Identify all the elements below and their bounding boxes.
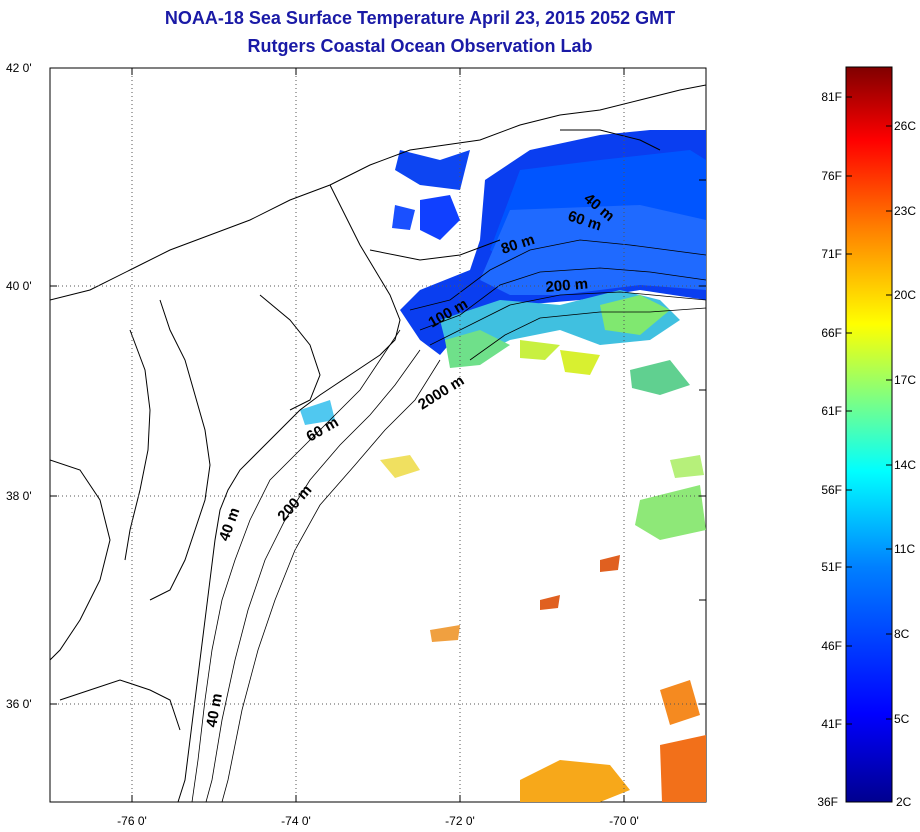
sst-warm-gulf-stream	[520, 680, 706, 802]
cbar-c-label: 2C	[896, 795, 912, 809]
colorbar	[845, 66, 893, 803]
map-subtitle: Rutgers Coastal Ocean Observation Lab	[247, 36, 593, 56]
cbar-f-label: 81F	[821, 90, 842, 104]
colorbar-f-labels: 81F 76F 71F 66F 61F 56F 51F 46F 41F 36F	[817, 90, 842, 809]
cbar-c-label: 8C	[894, 627, 910, 641]
cbar-c-label: 23C	[894, 204, 916, 218]
cbar-f-label: 36F	[817, 795, 838, 809]
lat-tick-40: 40 0'	[6, 279, 32, 293]
sst-slope-water	[440, 290, 690, 395]
cbar-f-label: 61F	[821, 404, 842, 418]
lon-tick-76: -76 0'	[117, 814, 147, 828]
cbar-f-label: 41F	[821, 717, 842, 731]
cbar-f-label: 46F	[821, 639, 842, 653]
lon-tick-74: -74 0'	[281, 814, 311, 828]
lon-tick-72: -72 0'	[445, 814, 475, 828]
cbar-c-label: 20C	[894, 288, 916, 302]
cbar-f-label: 66F	[821, 326, 842, 340]
map-content: 40 m 60 m 80 m 100 m 200 m 2000 m 60 m 2…	[50, 68, 706, 802]
sst-scattered-pixels	[300, 400, 706, 642]
sst-cold-shelf-water	[392, 130, 706, 355]
cbar-f-label: 51F	[821, 560, 842, 574]
coastline	[50, 84, 706, 802]
cbar-f-label: 71F	[821, 247, 842, 261]
colorbar-c-labels: 26C 23C 20C 17C 14C 11C 8C 5C 2C	[894, 119, 916, 809]
cbar-c-label: 11C	[894, 542, 915, 556]
lon-tick-70: -70 0'	[609, 814, 639, 828]
axis-ticks	[50, 68, 706, 802]
bathymetry-contours	[191, 239, 706, 802]
cbar-c-label: 14C	[894, 458, 916, 472]
colorbar-ticks	[846, 96, 892, 725]
cbar-f-label: 56F	[821, 483, 842, 497]
graticule	[50, 68, 706, 802]
map-title: NOAA-18 Sea Surface Temperature April 23…	[164, 8, 676, 28]
cbar-c-label: 26C	[894, 119, 916, 133]
lat-tick-38: 38 0'	[6, 489, 32, 503]
lat-tick-42: 42 0'	[6, 61, 32, 75]
contour-label-200m-north: 200 m	[545, 275, 589, 296]
cbar-c-label: 17C	[894, 373, 916, 387]
lat-tick-36: 36 0'	[6, 697, 32, 711]
cbar-c-label: 5C	[894, 712, 910, 726]
contour-label-40m-south: 40 m	[203, 692, 226, 729]
cbar-f-label: 76F	[821, 169, 842, 183]
